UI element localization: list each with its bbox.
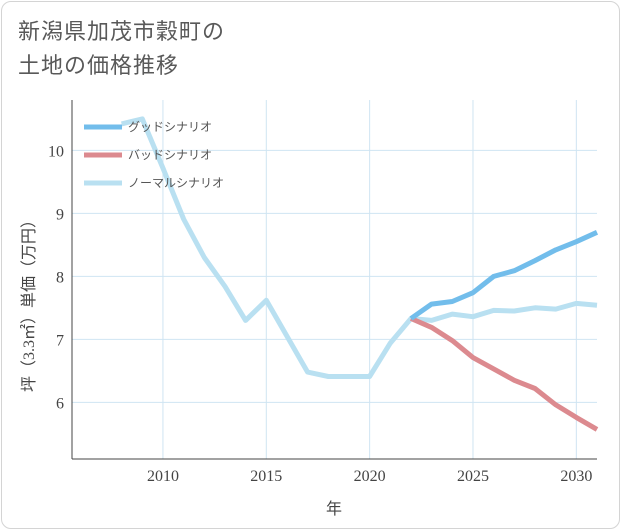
plot-axes: [71, 100, 597, 460]
x-tick-label: 2025: [457, 468, 489, 485]
x-tick-label: 2030: [560, 468, 592, 485]
series-layer: [121, 116, 599, 432]
y-tick-label: 6: [56, 395, 64, 412]
y-axis-label: 坪（3.3㎡）単価（万円）: [20, 212, 38, 392]
legend-label-bad: バッドシナリオ: [128, 148, 212, 162]
x-tick-label: 2015: [250, 468, 282, 485]
x-axis-label: 年: [326, 500, 342, 518]
chart-title: 新潟県加茂市穀町の 土地の価格推移: [18, 16, 225, 84]
series-line-bad: [410, 316, 599, 432]
title-line-2: 土地の価格推移: [18, 54, 180, 79]
y-tick-label: 8: [56, 269, 64, 286]
y-tick-label: 9: [56, 206, 64, 223]
y-tick-label: 10: [48, 143, 64, 160]
legend-label-good: グッドシナリオ: [128, 120, 212, 134]
grid-lines: [72, 100, 597, 459]
legend-label-normal: ノーマルシナリオ: [128, 176, 224, 190]
series-line-good: [409, 230, 599, 321]
series-line-normal: [121, 116, 598, 379]
y-tick-label: 7: [56, 332, 64, 349]
x-tick-label: 2010: [147, 468, 179, 485]
x-tick-label: 2020: [354, 468, 386, 485]
tick-labels: 2010 2015 2020 2025 2030 6 7 8 9 10: [48, 143, 592, 485]
title-line-1: 新潟県加茂市穀町の: [18, 20, 226, 45]
